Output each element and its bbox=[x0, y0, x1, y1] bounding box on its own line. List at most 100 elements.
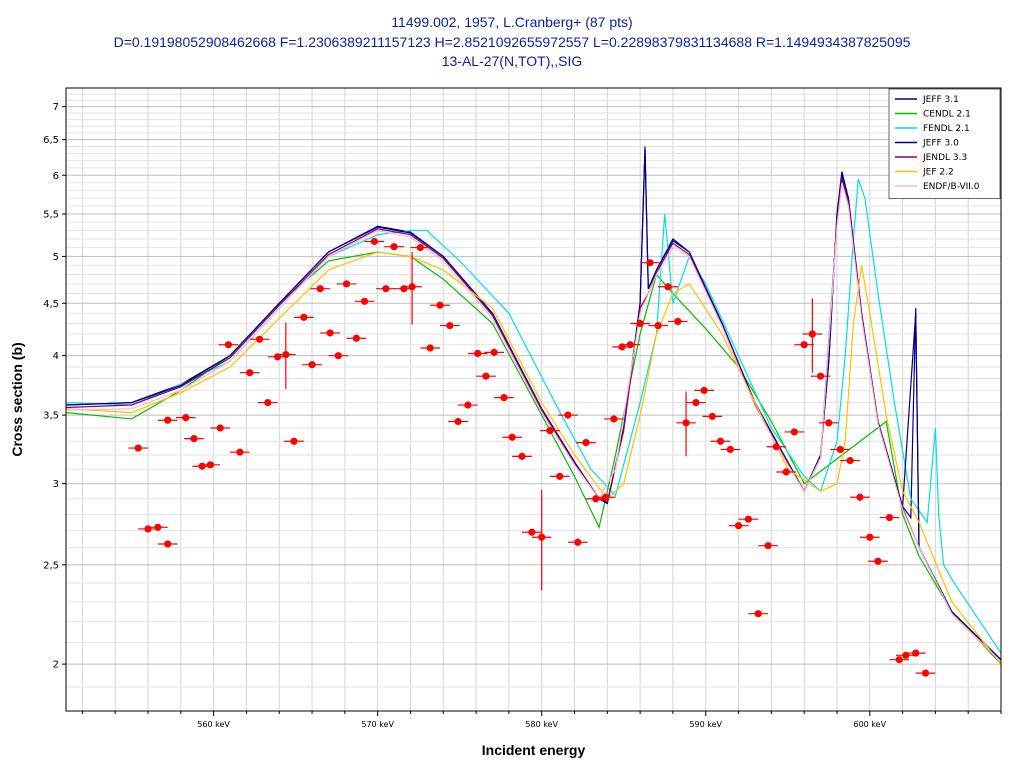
data-point bbox=[302, 361, 322, 369]
data-point bbox=[157, 416, 178, 424]
point-marker bbox=[382, 285, 390, 293]
point-marker bbox=[164, 416, 172, 424]
point-marker bbox=[674, 317, 682, 326]
point-marker bbox=[446, 321, 454, 330]
data-point bbox=[576, 439, 596, 447]
series-line-jef-2-2 bbox=[66, 251, 1001, 665]
legend-entry: JEFF 3.0 bbox=[895, 139, 959, 149]
data-point bbox=[630, 319, 650, 328]
data-point bbox=[384, 243, 404, 251]
point-marker bbox=[885, 513, 894, 522]
data-point bbox=[210, 424, 231, 432]
data-point bbox=[915, 669, 936, 677]
point-marker bbox=[400, 285, 408, 293]
data-point bbox=[230, 448, 250, 456]
x-tick-label: 580 keV bbox=[525, 720, 558, 729]
data-point bbox=[128, 444, 149, 452]
x-axis-ticks: 560 keV 570 keV 580 keV 590 keV 600 keV bbox=[81, 711, 1002, 729]
series-line-endf-b-vii-0 bbox=[66, 182, 1001, 663]
legend-label: JEF 2.2 bbox=[922, 168, 954, 178]
data-point bbox=[531, 489, 552, 591]
point-marker bbox=[790, 428, 798, 436]
point-marker bbox=[508, 433, 516, 441]
legend-label: JEFF 3.0 bbox=[922, 139, 959, 149]
point-marker bbox=[164, 540, 172, 548]
data-point bbox=[502, 433, 523, 441]
point-marker bbox=[708, 412, 716, 420]
point-marker bbox=[546, 427, 554, 435]
point-marker bbox=[454, 417, 462, 426]
plot-frame bbox=[65, 87, 1002, 712]
point-marker bbox=[610, 415, 618, 423]
point-marker bbox=[198, 462, 206, 470]
legend-entry: JEF 2.2 bbox=[895, 168, 954, 178]
point-marker bbox=[216, 424, 224, 432]
point-marker bbox=[474, 349, 482, 358]
data-point bbox=[320, 329, 340, 337]
legend-entry: ENDF/B-VII.0 bbox=[895, 182, 980, 192]
point-marker bbox=[236, 448, 244, 456]
point-marker bbox=[518, 452, 526, 460]
data-point bbox=[648, 321, 669, 330]
data-point bbox=[859, 533, 880, 541]
point-marker bbox=[144, 525, 152, 533]
point-marker bbox=[754, 610, 762, 618]
data-point bbox=[784, 428, 805, 436]
data-point bbox=[448, 417, 468, 426]
point-marker bbox=[582, 439, 590, 447]
data-point bbox=[476, 372, 496, 380]
point-marker bbox=[190, 434, 198, 443]
data-point bbox=[818, 419, 839, 427]
data-point bbox=[748, 610, 769, 618]
data-point bbox=[458, 401, 478, 409]
point-marker bbox=[206, 461, 214, 469]
point-marker bbox=[490, 348, 498, 356]
series-line-jendl-3-3 bbox=[66, 178, 1001, 663]
data-point bbox=[694, 386, 714, 394]
legend-entry: JEFF 3.1 bbox=[895, 95, 959, 105]
data-point bbox=[522, 528, 542, 536]
data-point bbox=[776, 468, 796, 476]
data-point bbox=[794, 341, 814, 349]
data-point bbox=[249, 335, 270, 343]
data-point bbox=[184, 434, 204, 443]
data-point bbox=[658, 283, 678, 291]
legend-entry: JENDL 3.3 bbox=[895, 153, 967, 163]
point-marker bbox=[416, 243, 424, 252]
data-point bbox=[702, 412, 723, 420]
point-marker bbox=[556, 472, 564, 480]
data-point bbox=[830, 445, 851, 454]
data-point bbox=[595, 493, 616, 501]
legend-box bbox=[888, 88, 1001, 199]
legend-label: FENDL 2.1 bbox=[923, 124, 970, 134]
data-point bbox=[640, 259, 660, 267]
point-marker bbox=[564, 411, 572, 419]
data-point bbox=[484, 348, 504, 356]
y-tick-label: 5,5 bbox=[43, 209, 59, 220]
legend-entry: CENDL 2.1 bbox=[895, 110, 971, 120]
point-marker bbox=[816, 372, 825, 380]
data-point bbox=[758, 542, 778, 550]
data-point bbox=[567, 538, 588, 546]
point-marker bbox=[246, 369, 254, 377]
point-marker bbox=[726, 445, 734, 454]
point-marker bbox=[592, 495, 600, 503]
point-marker bbox=[866, 533, 874, 541]
point-marker bbox=[282, 350, 290, 359]
y-axis-label: Cross section (b) bbox=[9, 342, 25, 456]
point-marker bbox=[360, 297, 369, 305]
data-point bbox=[402, 251, 422, 325]
point-marker bbox=[895, 656, 903, 664]
data-point bbox=[766, 443, 787, 451]
point-marker bbox=[290, 437, 298, 445]
point-marker bbox=[308, 361, 316, 369]
point-marker bbox=[734, 522, 743, 530]
data-point bbox=[284, 437, 304, 445]
data-point bbox=[889, 656, 910, 664]
series-line-fendl-2-1 bbox=[66, 178, 1001, 654]
data-point bbox=[868, 557, 888, 565]
point-marker bbox=[574, 538, 582, 546]
point-marker bbox=[352, 334, 360, 342]
